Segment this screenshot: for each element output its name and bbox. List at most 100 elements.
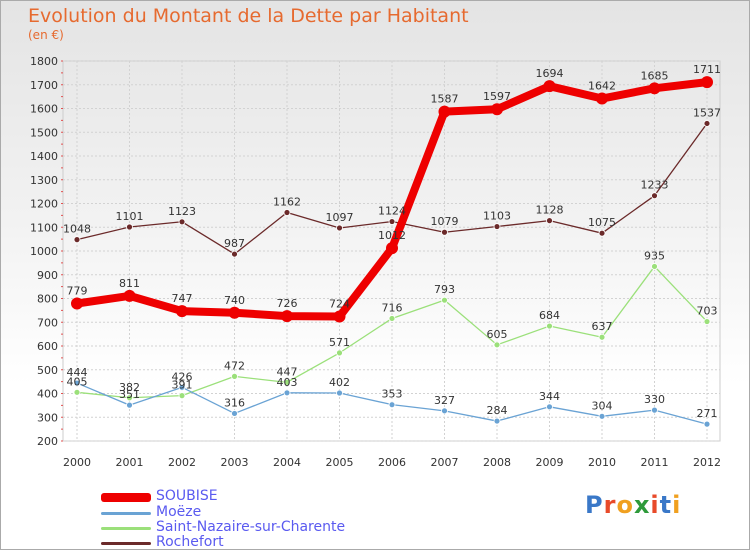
data-label-soubise: 740 [224, 294, 245, 307]
data-label-rochefort: 1124 [378, 205, 406, 218]
data-point-rochefort [441, 228, 448, 236]
data-point-moeze [231, 410, 238, 417]
x-tick-label: 2006 [378, 456, 406, 469]
data-point-soubise [123, 289, 136, 302]
data-point-rochefort [493, 223, 501, 230]
legend-swatch-moeze [101, 512, 151, 515]
x-tick-label: 2005 [326, 456, 354, 469]
legend-item-saint-nazaire: Saint-Nazaire-sur-Charente [101, 519, 401, 536]
y-tick-label: 300 [37, 411, 58, 424]
data-point-moeze [546, 403, 553, 411]
y-tick-label: 1500 [30, 126, 58, 139]
data-label-moeze: 284 [487, 404, 508, 417]
proxiti-logo: Proxiti [585, 491, 681, 519]
data-label-moeze: 304 [592, 399, 613, 412]
x-tick-label: 2003 [221, 456, 249, 469]
data-label-saint-nazaire: 391 [172, 379, 193, 392]
data-label-soubise: 1711 [693, 63, 721, 76]
chart-unit: (en €) [28, 28, 64, 42]
data-label-saint-nazaire: 684 [539, 309, 560, 322]
y-tick-label: 500 [37, 364, 58, 377]
data-point-soubise [438, 105, 451, 118]
data-point-saint-nazaire [651, 263, 658, 270]
data-label-soubise: 779 [67, 284, 88, 297]
data-point-saint-nazaire [126, 394, 133, 402]
data-label-soubise: 747 [172, 292, 193, 305]
data-point-moeze [493, 417, 501, 425]
data-point-soubise [543, 80, 556, 93]
data-point-soubise [386, 242, 398, 255]
y-tick-label: 400 [37, 388, 58, 401]
data-point-rochefort [231, 250, 238, 258]
data-point-saint-nazaire [231, 372, 238, 380]
x-tick-label: 2002 [168, 456, 196, 469]
data-label-saint-nazaire: 935 [644, 249, 665, 262]
data-point-soubise [176, 305, 188, 318]
legend-label-rochefort: Rochefort [156, 534, 224, 550]
data-label-rochefort: 1075 [588, 216, 616, 229]
data-label-moeze: 351 [119, 388, 140, 401]
data-label-saint-nazaire: 793 [434, 283, 455, 296]
legend-item-soubise: SOUBISE [101, 488, 401, 505]
data-point-moeze [73, 379, 81, 387]
data-point-saint-nazaire [336, 349, 343, 357]
data-point-saint-nazaire [598, 333, 606, 341]
data-label-saint-nazaire: 637 [592, 320, 613, 333]
data-label-rochefort: 1101 [116, 210, 144, 223]
data-point-rochefort [178, 218, 186, 226]
data-label-moeze: 330 [644, 393, 665, 406]
data-label-rochefort: 1048 [63, 223, 91, 236]
x-tick-label: 2008 [483, 456, 511, 469]
data-point-soubise [333, 310, 346, 323]
data-point-soubise [648, 82, 661, 95]
y-tick-label: 1700 [30, 79, 58, 92]
data-point-moeze [283, 389, 291, 397]
data-label-saint-nazaire: 605 [487, 328, 508, 341]
data-point-moeze [388, 401, 396, 409]
data-point-rochefort [651, 192, 658, 200]
data-label-moeze: 444 [67, 366, 88, 379]
data-point-moeze [598, 412, 606, 420]
data-point-soubise [596, 92, 608, 105]
data-label-rochefort: 1103 [483, 210, 511, 223]
data-point-saint-nazaire [493, 341, 501, 349]
data-label-soubise: 1642 [588, 80, 616, 93]
data-label-rochefort: 1123 [168, 205, 196, 218]
data-label-rochefort: 1097 [326, 211, 354, 224]
data-point-soubise [701, 76, 713, 89]
y-tick-label: 1800 [30, 55, 58, 68]
y-tick-label: 800 [37, 293, 58, 306]
data-point-moeze [651, 406, 658, 414]
data-label-soubise: 724 [329, 298, 350, 311]
data-point-saint-nazaire [703, 318, 711, 325]
data-label-saint-nazaire: 447 [277, 365, 298, 378]
data-point-rochefort [336, 224, 343, 232]
x-tick-label: 2012 [693, 456, 721, 469]
data-point-moeze [178, 383, 186, 391]
data-point-soubise [281, 310, 293, 323]
legend-label-moeze: Moëze [156, 504, 202, 520]
data-label-saint-nazaire: 405 [67, 375, 88, 388]
data-label-saint-nazaire: 571 [329, 336, 350, 349]
data-point-moeze [336, 389, 343, 397]
x-tick-label: 2011 [641, 456, 669, 469]
logo-letter: P [585, 491, 604, 519]
legend-label-saint-nazaire: Saint-Nazaire-sur-Charente [156, 519, 346, 535]
data-point-saint-nazaire [441, 296, 448, 304]
y-tick-label: 1000 [30, 245, 58, 258]
x-tick-label: 2000 [63, 456, 91, 469]
x-tick-label: 2001 [116, 456, 144, 469]
data-label-rochefort: 987 [224, 237, 245, 250]
y-tick-label: 1600 [30, 103, 58, 116]
data-label-soubise: 811 [119, 277, 140, 290]
y-tick-label: 600 [37, 340, 58, 353]
legend-label-soubise: SOUBISE [156, 488, 218, 504]
logo-letter: o [616, 491, 634, 519]
data-label-saint-nazaire: 472 [224, 359, 245, 372]
data-label-soubise: 1694 [536, 67, 564, 80]
y-tick-label: 1400 [30, 150, 58, 163]
data-point-moeze [441, 407, 448, 415]
data-label-moeze: 353 [382, 388, 403, 401]
x-tick-label: 2009 [536, 456, 564, 469]
